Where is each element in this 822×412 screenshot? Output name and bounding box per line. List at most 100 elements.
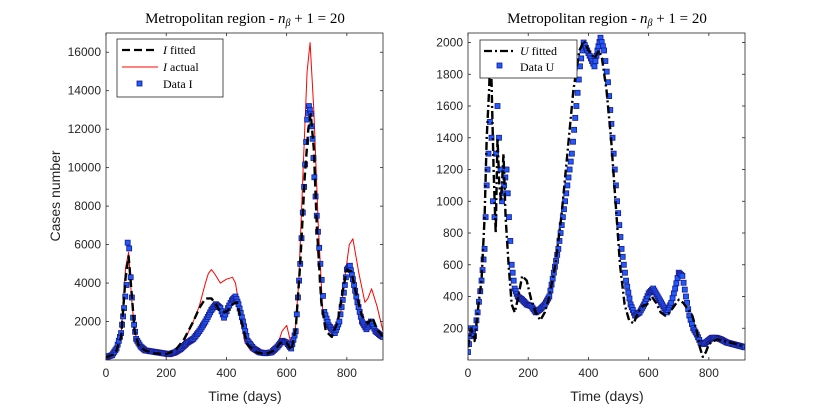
left-y-tick-label: 14000 [68, 84, 102, 98]
left-legend-box [116, 38, 224, 98]
left-x-tick-label: 200 [156, 366, 176, 380]
data-point-data-u-interp [557, 230, 564, 236]
data-point-data-u [488, 134, 495, 141]
data-point-data-u [478, 277, 485, 284]
data-point-data-u-interp [619, 253, 626, 260]
right-y-tick-label: 600 [443, 258, 463, 272]
data-point-data-u [508, 261, 515, 268]
right-x-axis-label: Time (days) [570, 388, 643, 404]
data-point-data-u [601, 47, 607, 54]
data-point-data-u-interp [567, 158, 574, 165]
data-point-data-u [742, 344, 745, 351]
right-x-tick-label: 200 [518, 366, 538, 380]
data-point-data-u-interp [673, 280, 680, 287]
data-point-data-u-interp [578, 55, 585, 62]
right-x-tick-label: 0 [465, 366, 472, 380]
data-point-data-u [679, 272, 686, 279]
data-point-data-i-interp [131, 321, 138, 328]
left-y-tick-label: 8000 [74, 199, 101, 213]
legend-label-data-u: Data U [520, 60, 555, 74]
data-point-data-u [591, 63, 598, 70]
data-point-data-u [490, 198, 496, 205]
data-point-data-i-interp [293, 311, 300, 318]
right-y-tick-label: 1400 [436, 131, 463, 145]
data-point-data-u-interp [681, 286, 688, 293]
data-point-data-u-interp [592, 58, 599, 64]
data-point-data-u [605, 79, 611, 86]
right-x-tick-label: 600 [639, 366, 659, 380]
data-point-data-u-interp [571, 126, 578, 133]
legend-label-data-i: Data I [163, 77, 193, 91]
data-point-data-u-interp [562, 198, 569, 205]
data-point-data-u-interp [472, 325, 479, 332]
right-y-tick-label: 200 [443, 321, 463, 335]
legend-swatch-data-i [136, 80, 143, 87]
left-x-tick-label: 400 [216, 366, 236, 380]
left-y-axis-label: Cases number [47, 150, 63, 241]
data-point-data-u [559, 214, 566, 221]
data-point-data-u-interp [625, 289, 632, 296]
data-point-data-i-interp [122, 293, 129, 300]
legend-label-i-actual: I actual [162, 60, 199, 74]
data-point-data-u-interp [565, 174, 572, 181]
data-point-data-u [564, 182, 571, 189]
data-point-data-u-interp [507, 238, 514, 244]
data-point-data-u-interp [616, 222, 623, 228]
left-chart-panel: Metropolitan region - nβ + 1 = 20 0 200 40… [47, 11, 384, 404]
right-x-tick-label: 800 [699, 366, 719, 380]
right-chart-title: Metropolitan region - nβ + 1 = 20 [507, 11, 707, 29]
data-point-data-u-interp [603, 68, 610, 75]
data-point-data-u [618, 245, 625, 252]
data-point-data-u [568, 150, 575, 157]
right-chart-panel: Metropolitan region - nβ + 1 = 20 0 200 40… [436, 11, 746, 404]
right-series-group [468, 34, 745, 358]
data-point-data-u [483, 182, 490, 189]
left-legend: I fitted I actual Data I [116, 38, 224, 98]
right-legend: U fitted Data U [479, 39, 578, 79]
data-point-data-u [497, 166, 504, 173]
left-x-tick-label: 0 [103, 366, 110, 380]
left-y-tick-label: 2000 [74, 315, 101, 329]
data-point-data-u-interp [622, 269, 628, 276]
left-x-tick-label: 600 [277, 366, 297, 380]
left-x-axis-label: Time (days) [208, 388, 281, 404]
left-series-group [106, 42, 383, 360]
right-y-tick-label: 1200 [436, 163, 463, 177]
data-point-data-u-interp [570, 138, 576, 145]
data-point-data-i [126, 245, 133, 252]
data-point-data-u [503, 166, 510, 173]
data-point-data-u [555, 245, 562, 252]
data-point-data-u-interp [620, 261, 627, 268]
left-y-tick-label: 16000 [68, 45, 102, 59]
data-point-data-u [506, 214, 512, 221]
right-plot-marks [468, 34, 745, 358]
right-y-tick-label: 1600 [436, 99, 463, 113]
left-y-tick-label: 6000 [74, 238, 101, 252]
right-y-tick-label: 400 [443, 290, 463, 304]
left-x-tick-label: 800 [337, 366, 357, 380]
legend-label-u-fitted: U fitted [520, 44, 557, 58]
right-legend-box [479, 39, 578, 79]
data-point-data-u [573, 103, 580, 109]
data-point-data-u-interp [669, 295, 676, 301]
legend-swatch-data-u [496, 62, 503, 69]
right-y-tick-label: 1000 [436, 194, 463, 208]
data-point-data-i [336, 318, 343, 325]
right-x-tick-label: 400 [578, 366, 598, 380]
right-plot-frame [467, 32, 746, 361]
data-point-data-u-interp [575, 76, 582, 83]
data-point-data-u-interp [509, 269, 516, 276]
data-point-data-i-interp [320, 292, 326, 299]
left-y-tick-label: 12000 [68, 122, 102, 136]
data-point-data-u [496, 134, 502, 141]
data-point-data-u [494, 103, 501, 109]
data-point-data-u-interp [566, 166, 573, 173]
data-point-data-u-interp [572, 115, 579, 121]
data-point-data-u-interp [626, 295, 633, 302]
data-point-data-u-interp [670, 290, 677, 297]
data-point-data-u [683, 293, 689, 300]
data-point-data-u-interp [680, 279, 687, 286]
left-y-tick-label: 10000 [68, 161, 102, 175]
